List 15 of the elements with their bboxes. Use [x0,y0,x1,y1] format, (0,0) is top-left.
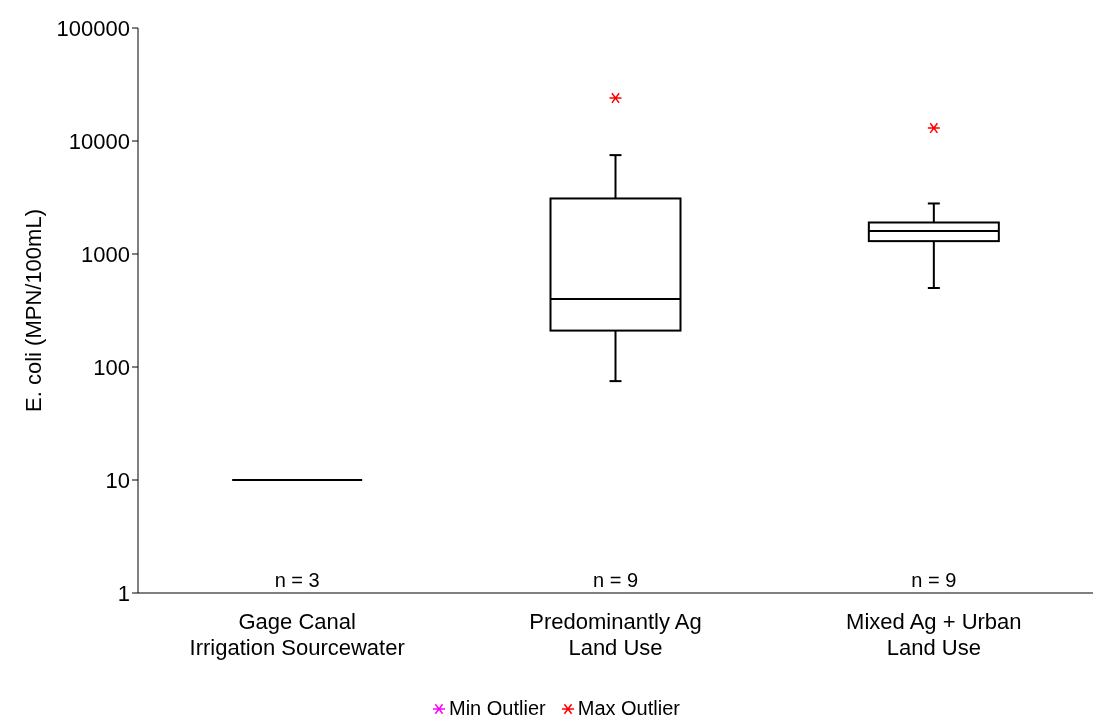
y-tick-label: 1 [117,580,130,606]
y-tick-label: 100000 [56,15,130,41]
legend-label: Max Outlier [576,697,680,720]
annotation: n = 9 [592,569,639,591]
x-tick-label: Predominantly Ag Land Use [529,609,702,660]
legend-label: Min Outlier [448,697,546,720]
x-tick-label: Gage Canal Irrigation Sourcewater [189,609,405,660]
annotation: n = 3 [274,569,320,591]
x-tick-label: Mixed Ag + Urban Land Use [846,609,1022,660]
annotation: n = 9 [911,569,957,591]
y-tick-label: 1000 [81,241,130,267]
y-tick-label: 10000 [68,128,130,154]
y-axis-title: E. coli (MPN/100mL) [20,209,46,412]
y-tick-label: 100 [93,354,130,380]
y-tick-label: 10 [105,467,130,493]
